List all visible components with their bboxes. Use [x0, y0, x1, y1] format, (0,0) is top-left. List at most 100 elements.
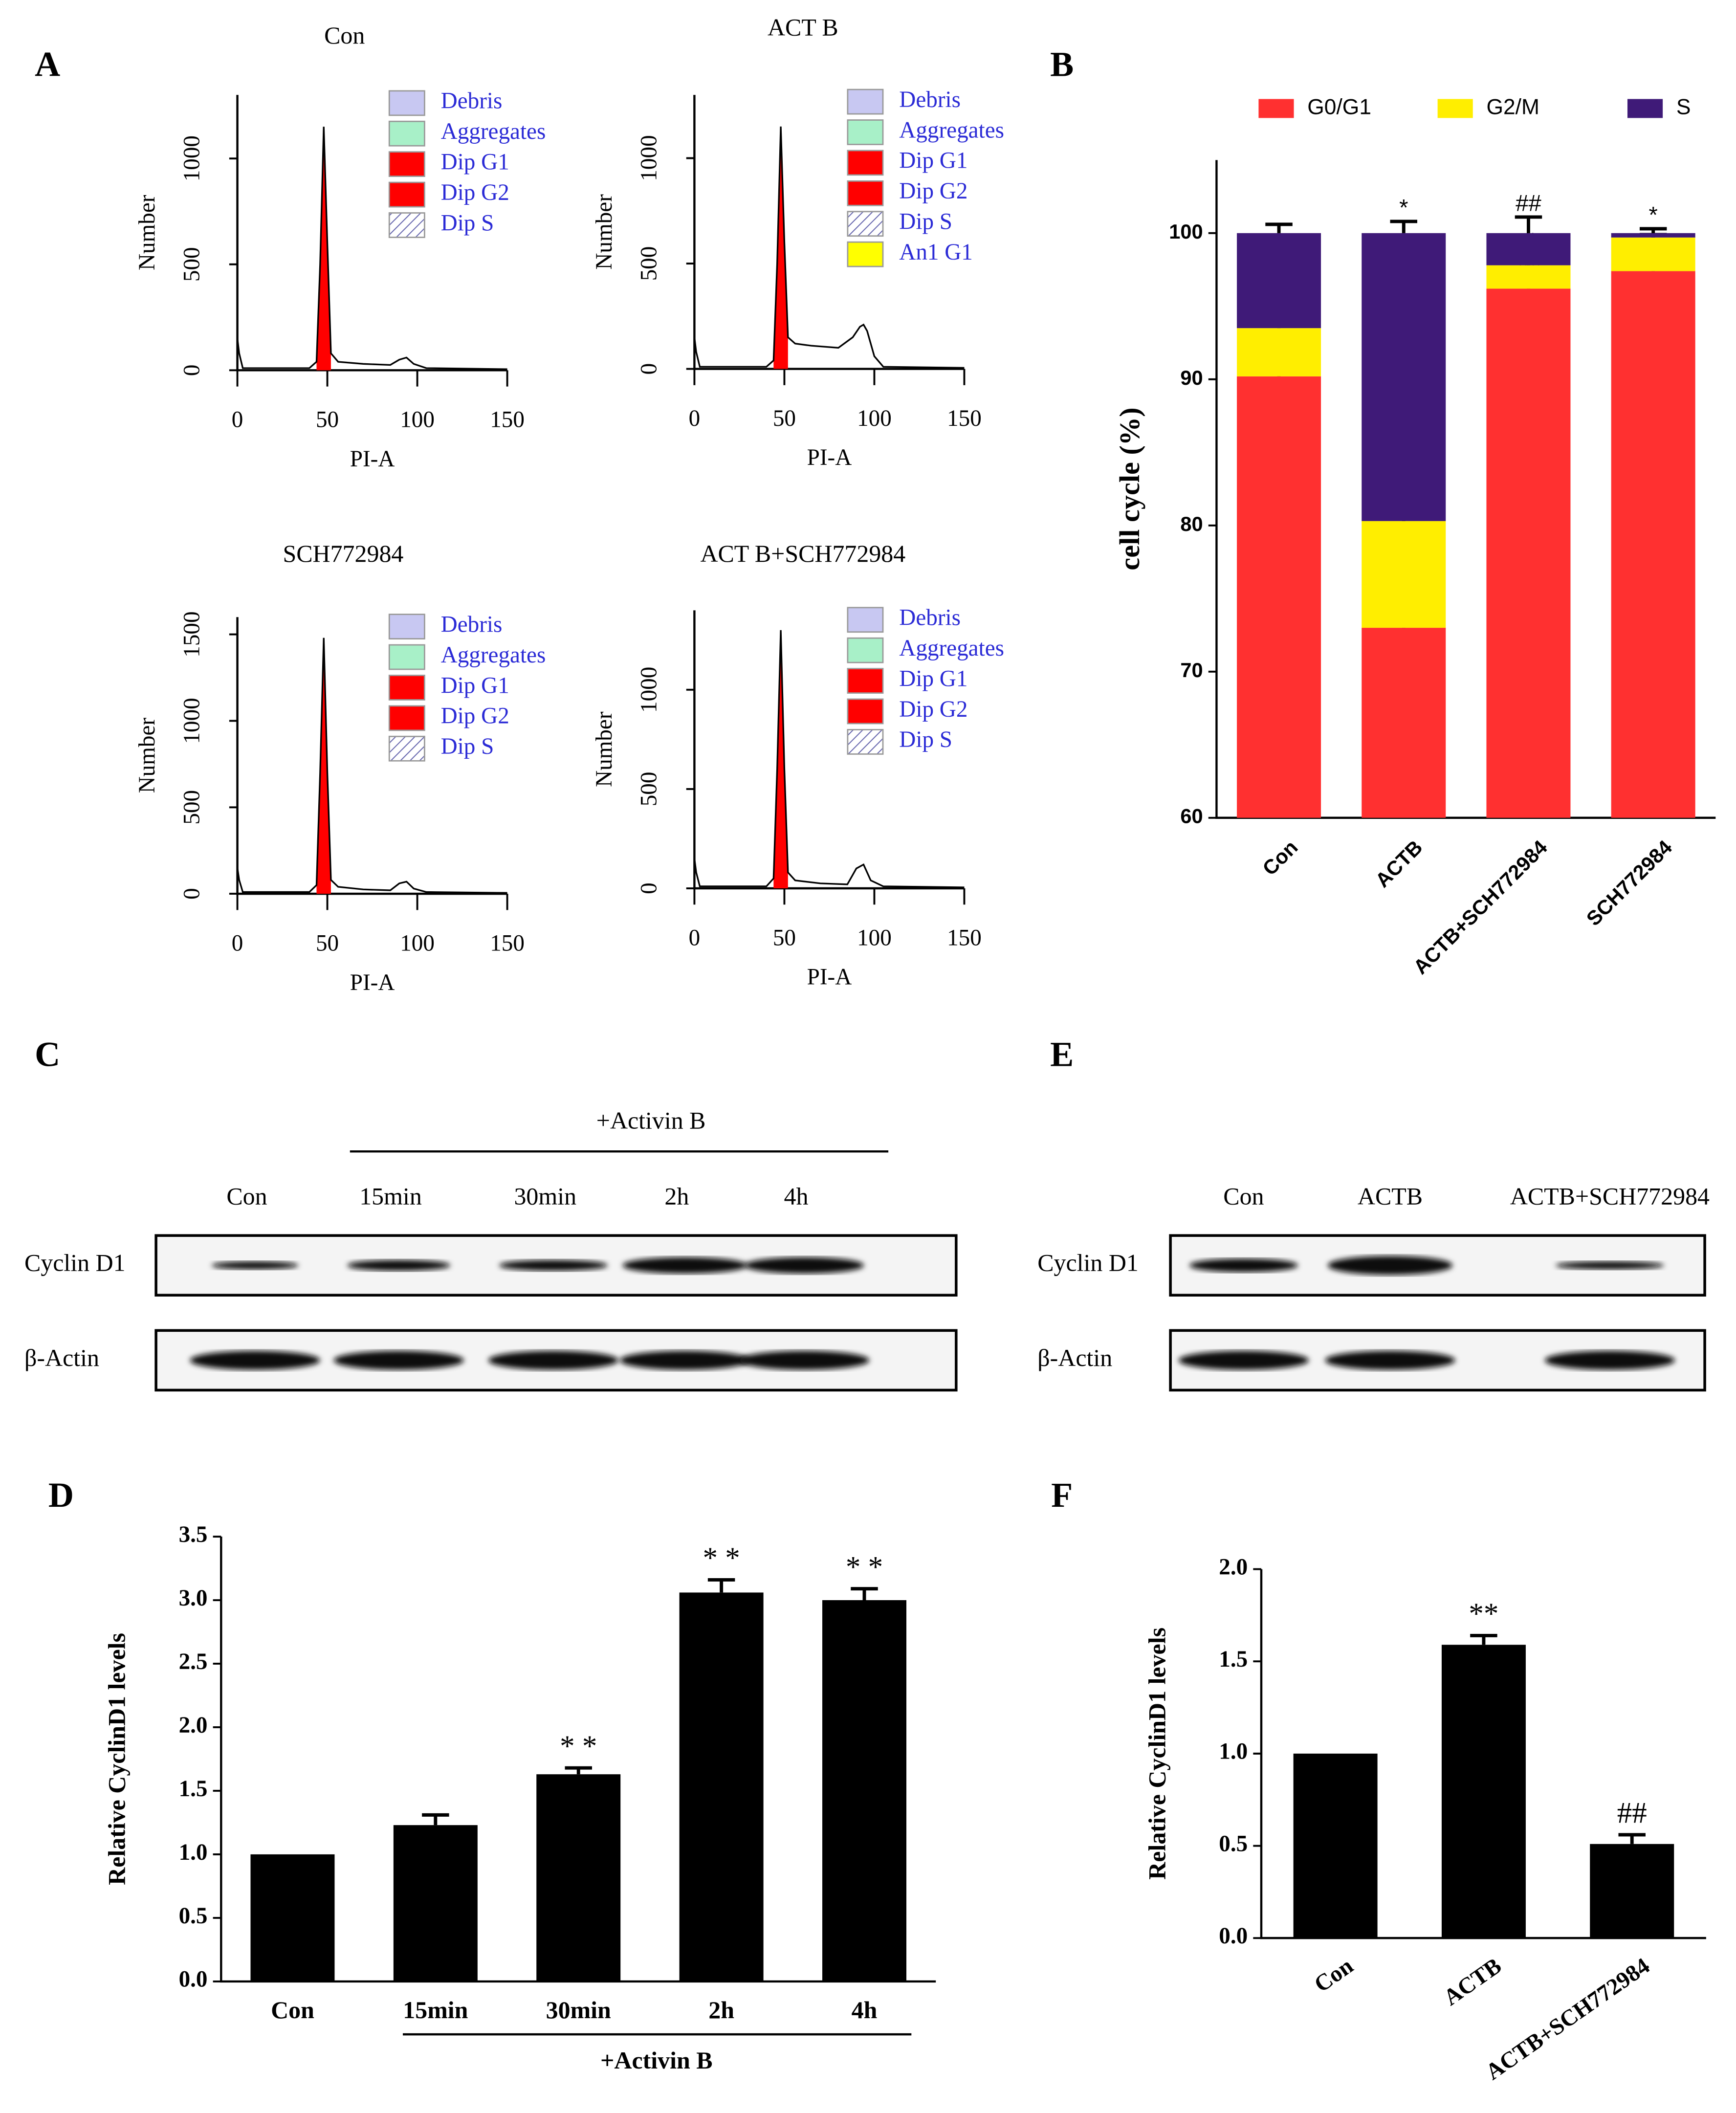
- x-tick-label: Con: [1310, 1953, 1358, 1998]
- histogram-line: [693, 126, 965, 369]
- y-tick-label: 1.5: [1219, 1647, 1248, 1672]
- legend-swatch: [847, 729, 884, 755]
- axis: [1260, 1569, 1706, 1939]
- chart-title: SCH772984: [283, 540, 403, 567]
- x-tick-label: ACTB: [1439, 1953, 1506, 2011]
- legend-swatch: [388, 705, 425, 731]
- y-tick-label: 0: [179, 888, 205, 900]
- panel-label: E: [1050, 1034, 1074, 1074]
- legend-swatch: [847, 668, 884, 694]
- x-axis-label: PI-A: [350, 446, 395, 472]
- x-tick-label: ACTB+SCH772984: [1481, 1953, 1654, 2085]
- x-tick-label: SCH772984: [1582, 836, 1677, 930]
- legend-label: Aggregates: [441, 642, 546, 668]
- y-tick-label: 2.0: [1219, 1554, 1248, 1580]
- y-tick-label: 1.0: [179, 1840, 208, 1865]
- row-label: β-Actin: [1037, 1344, 1112, 1371]
- y-tick-label: 0.0: [179, 1967, 208, 1992]
- legend-label: Dip G2: [899, 178, 967, 204]
- band: [347, 1260, 451, 1271]
- y-axis-label: Number: [592, 194, 617, 270]
- band: [745, 1257, 864, 1274]
- y-tick-label: 500: [179, 790, 205, 825]
- bar: [536, 1774, 621, 1981]
- g1-fill: [316, 127, 331, 371]
- row-label: β-Actin: [24, 1344, 99, 1371]
- bar: [1441, 1645, 1526, 1938]
- legend-label: G0/G1: [1307, 95, 1371, 119]
- band: [211, 1261, 299, 1270]
- y-tick-label: 1500: [179, 611, 205, 657]
- x-axis-label: PI-A: [807, 445, 852, 470]
- lane-label: 30min: [514, 1183, 576, 1210]
- x-tick-label: 0: [689, 925, 701, 950]
- y-axis-label: Number: [134, 195, 160, 270]
- error-bar: [1618, 1833, 1646, 1844]
- x-tick-label: 50: [316, 407, 339, 433]
- g1-fill: [316, 638, 331, 894]
- y-tick-label: 0: [636, 363, 661, 375]
- lane-label: 4h: [784, 1183, 809, 1210]
- histogram-line: [236, 127, 507, 370]
- band: [333, 1350, 464, 1370]
- y-axis-label: Relative CyclinD1 levels: [1143, 1628, 1170, 1880]
- x-tick-label: 100: [857, 925, 892, 950]
- x-tick-label: 50: [316, 930, 339, 956]
- band: [622, 1257, 747, 1274]
- lane-label: 2h: [664, 1183, 689, 1210]
- legend-label: An1 G1: [899, 240, 973, 265]
- legend-label: Debris: [899, 87, 961, 112]
- legend-swatch: [847, 211, 884, 237]
- band: [1555, 1261, 1664, 1270]
- panel-label: D: [48, 1475, 74, 1515]
- annotation: ##: [1516, 190, 1541, 216]
- x-tick-label: Con: [271, 1997, 314, 2024]
- lane-label: ACTB: [1358, 1183, 1423, 1210]
- y-tick-label: 1000: [636, 667, 661, 713]
- y-tick-label: 90: [1180, 366, 1203, 389]
- lane-label: Con: [226, 1183, 267, 1210]
- legend-swatch: [847, 150, 884, 176]
- band: [190, 1350, 320, 1370]
- legend-swatch: [847, 180, 884, 206]
- bar-segment: [1486, 288, 1571, 818]
- error-bar: [707, 1578, 735, 1593]
- x-tick-label: 15min: [403, 1997, 468, 2024]
- band: [1327, 1255, 1453, 1275]
- y-tick-label: 500: [636, 246, 661, 281]
- band: [1178, 1350, 1309, 1370]
- legend-label: Dip S: [899, 727, 952, 752]
- legend-swatch: [388, 181, 425, 208]
- legend-swatch: [1627, 99, 1663, 118]
- y-tick-label: 3.0: [179, 1585, 208, 1611]
- group-label: +Activin B: [600, 2047, 713, 2074]
- error-bar: [851, 1587, 878, 1601]
- y-tick-label: 3.5: [179, 1522, 208, 1547]
- legend-label: Aggregates: [441, 119, 546, 144]
- annotation: * *: [703, 1542, 740, 1575]
- g1-fill: [773, 126, 788, 369]
- panel-label: B: [1050, 44, 1074, 84]
- legend-swatch: [847, 119, 884, 145]
- annotation: * *: [560, 1730, 597, 1762]
- annotation: *: [1399, 194, 1408, 220]
- band: [1544, 1350, 1675, 1370]
- y-axis-label: Number: [592, 711, 617, 787]
- x-axis-label: PI-A: [350, 970, 395, 995]
- legend-swatch: [1258, 99, 1294, 118]
- band: [499, 1260, 608, 1271]
- x-tick-label: Con: [1258, 836, 1302, 880]
- legend-swatch: [388, 644, 425, 670]
- x-tick-label: ACTB+SCH772984: [1408, 836, 1551, 978]
- legend-swatch: [847, 241, 884, 267]
- y-tick-label: 0.5: [1219, 1831, 1248, 1856]
- chart-title: ACT B+SCH772984: [700, 540, 905, 567]
- x-tick-label: 150: [490, 407, 525, 433]
- legend-label: Debris: [441, 612, 503, 637]
- y-tick-label: 0: [636, 882, 661, 894]
- y-tick-label: 70: [1180, 659, 1203, 682]
- band: [739, 1350, 870, 1370]
- bar-segment: [1362, 521, 1446, 628]
- legend-swatch: [388, 151, 425, 177]
- legend-swatch: [1437, 99, 1473, 118]
